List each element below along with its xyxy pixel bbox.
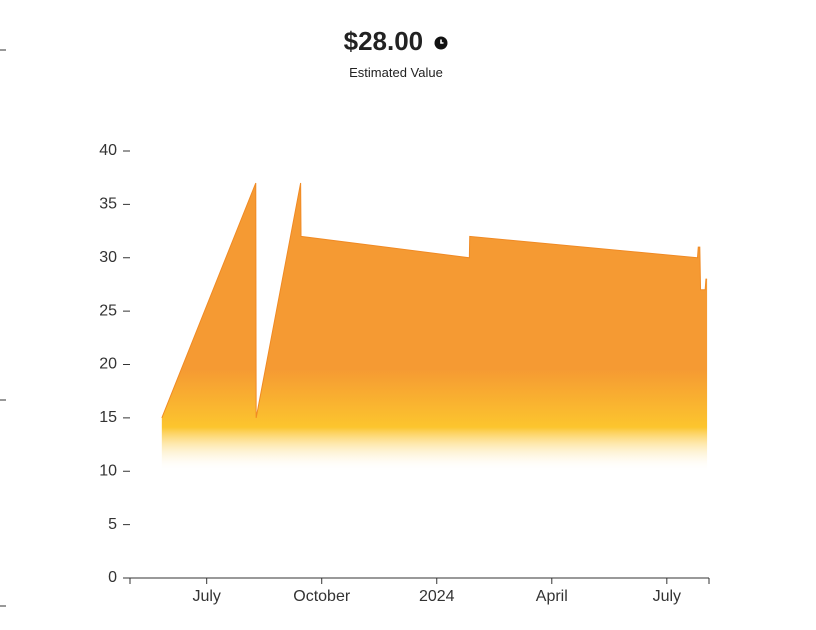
- y-tick-label: 10: [99, 462, 117, 479]
- value-caption: Estimated Value: [349, 65, 443, 80]
- x-tick-label: 2024: [419, 588, 455, 605]
- line: [161, 182, 708, 419]
- x-tick-label: October: [293, 588, 351, 605]
- clock-icon[interactable]: [434, 36, 448, 50]
- area: [161, 183, 708, 578]
- y-tick-label: 40: [99, 142, 117, 159]
- y-tick-label: 0: [108, 569, 117, 586]
- current-value: $28.00: [343, 26, 424, 56]
- x-tick-label: April: [536, 588, 568, 605]
- y-tick-label: 15: [99, 409, 117, 426]
- x-tick-label: July: [192, 588, 220, 605]
- y-tick-label: 5: [108, 516, 117, 533]
- x-tick-label: July: [653, 588, 681, 605]
- y-tick-label: 35: [99, 196, 117, 213]
- y-tick-label: 30: [99, 249, 117, 266]
- y-tick-label: 25: [99, 302, 117, 319]
- y-tick-label: 20: [99, 356, 117, 373]
- value-header: $28.00: [0, 26, 792, 57]
